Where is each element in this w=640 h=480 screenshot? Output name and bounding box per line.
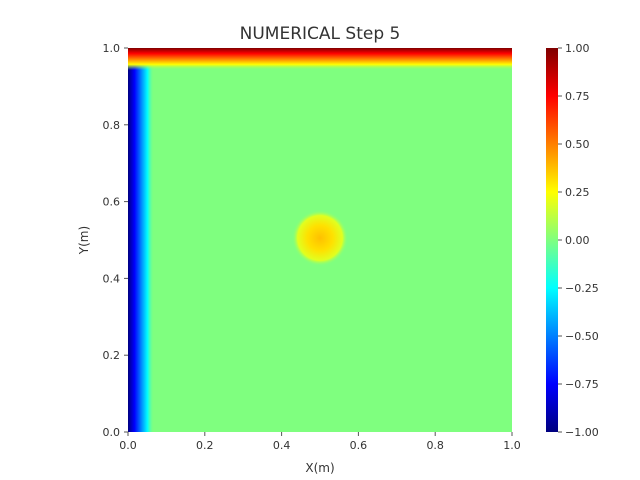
top-boundary-band [128,48,512,70]
x-tick-label: 0.4 [273,439,291,452]
y-tick-label: 1.0 [103,42,121,55]
x-tick-label: 0.2 [196,439,214,452]
colorbar-tick-label: −1.00 [565,426,599,439]
y-tick-label: 0.2 [103,349,121,362]
colorbar-tick-label: 0.50 [565,138,590,151]
colorbar-tick-label: 0.25 [565,186,590,199]
y-tick-label: 0.6 [103,196,121,209]
y-tick-label: 0.4 [103,272,121,285]
x-tick-label: 0.6 [350,439,368,452]
x-axis-label: X(m) [305,461,334,475]
x-tick-label: 0.0 [119,439,137,452]
y-tick-label: 0.0 [103,426,121,439]
colorbar-tick-label: −0.75 [565,378,599,391]
colorbar-tick-label: 0.00 [565,234,590,247]
plot-area [128,48,512,432]
left-boundary-band [128,48,154,432]
chart-title: NUMERICAL Step 5 [240,24,401,44]
colorbar-tick-label: −0.50 [565,330,599,343]
colorbar-tick-label: −0.25 [565,282,599,295]
center-blob [292,210,348,266]
x-tick-label: 1.0 [503,439,521,452]
x-tick-label: 0.8 [426,439,444,452]
y-tick-label: 0.8 [103,119,121,132]
colorbar-tick-label: 0.75 [565,90,590,103]
colorbar: 1.00 0.75 0.50 0.25 0.00 −0.25 −0.50 −0.75 −1.00 [546,42,599,439]
y-axis-label: Y(m) [77,226,91,255]
x-axis: 0.0 0.2 0.4 0.6 0.8 1.0 X(m) [119,432,521,475]
colorbar-tick-label: 1.00 [565,42,590,55]
y-axis: 0.0 0.2 0.4 0.6 0.8 1.0 Y(m) [77,42,128,439]
colorbar-gradient [546,48,558,432]
